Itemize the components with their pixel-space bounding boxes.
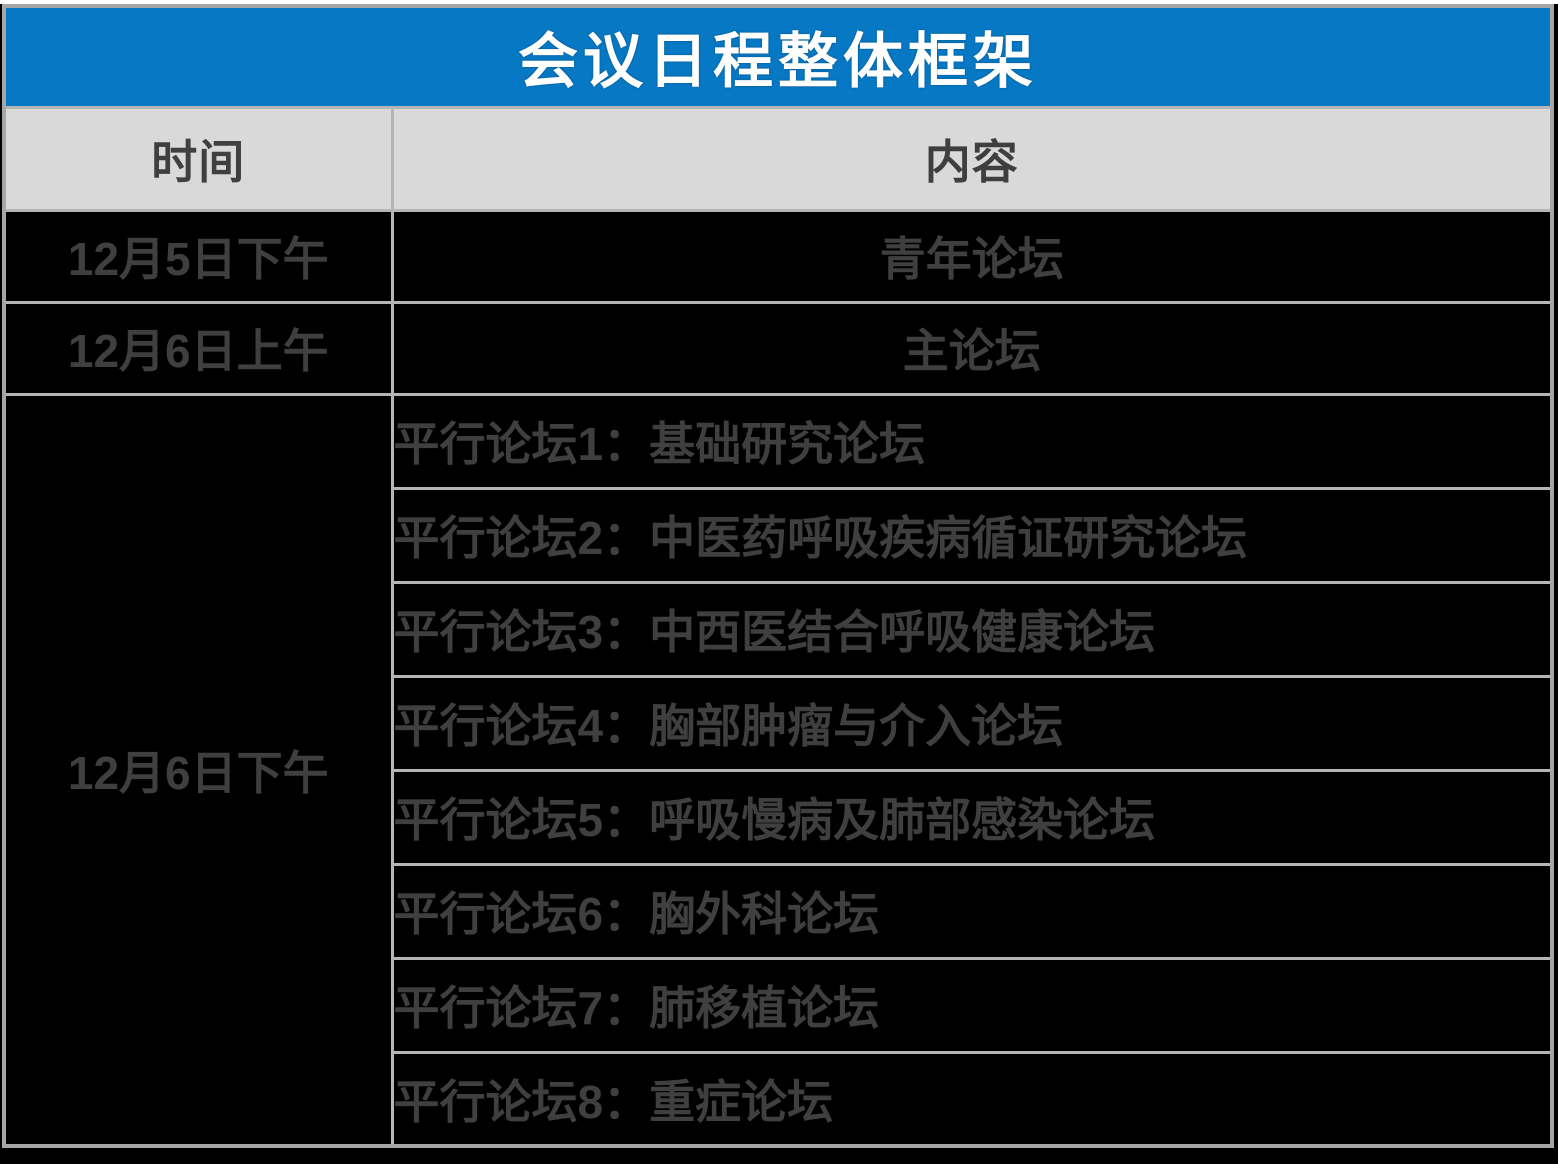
- column-header-row: 时间 内容: [2, 105, 1554, 212]
- forum-cell-2: 平行论坛2：中医药呼吸疾病循证研究论坛: [390, 486, 1554, 584]
- table-row: 平行论坛5：呼吸慢病及肺部感染论坛: [4, 768, 1554, 866]
- forum-cell-3: 平行论坛3：中西医结合呼吸健康论坛: [390, 580, 1554, 678]
- table-row: 平行论坛6：胸外科论坛: [4, 862, 1554, 960]
- title-row: 会议日程整体框架: [2, 4, 1554, 109]
- column-header-content: 内容: [390, 105, 1554, 212]
- table-row: 平行论坛4：胸部肿瘤与介入论坛: [4, 674, 1554, 772]
- table-row: 平行论坛2：中医药呼吸疾病循证研究论坛: [4, 486, 1554, 584]
- table-row: 平行论坛7：肺移植论坛: [4, 956, 1554, 1054]
- column-header-time: 时间: [2, 105, 394, 212]
- time-cell-dec6-pm: 12月6日下午: [2, 392, 394, 1148]
- forum-cell-4: 平行论坛4：胸部肿瘤与介入论坛: [390, 674, 1554, 772]
- content-cell-main-forum: 主论坛: [390, 300, 1554, 396]
- forum-cell-5: 平行论坛5：呼吸慢病及肺部感染论坛: [390, 768, 1554, 866]
- forum-cell-8: 平行论坛8：重症论坛: [390, 1050, 1554, 1148]
- table-row: 12月5日下午 青年论坛: [2, 208, 1554, 304]
- time-cell-dec5-pm: 12月5日下午: [2, 208, 394, 304]
- schedule-table: 会议日程整体框架 时间 内容 12月5日下午 青年论坛 12月6日上午 主论坛 …: [2, 4, 1554, 1148]
- time-cell-dec6-am: 12月6日上午: [2, 300, 394, 396]
- forum-cell-6: 平行论坛6：胸外科论坛: [390, 862, 1554, 960]
- top-margin-strip: [0, 0, 1558, 4]
- table-row: 12月6日下午 平行论坛1：基础研究论坛: [2, 392, 1554, 1148]
- forum-cell-1: 平行论坛1：基础研究论坛: [390, 392, 1554, 490]
- table-row: 平行论坛8：重症论坛: [4, 1050, 1554, 1148]
- table-title: 会议日程整体框架: [2, 4, 1554, 109]
- forum-cell-7: 平行论坛7：肺移植论坛: [390, 956, 1554, 1054]
- table-row: 平行论坛3：中西医结合呼吸健康论坛: [4, 580, 1554, 678]
- content-cell-youth-forum: 青年论坛: [390, 208, 1554, 304]
- table-row: 12月6日上午 主论坛: [2, 300, 1554, 396]
